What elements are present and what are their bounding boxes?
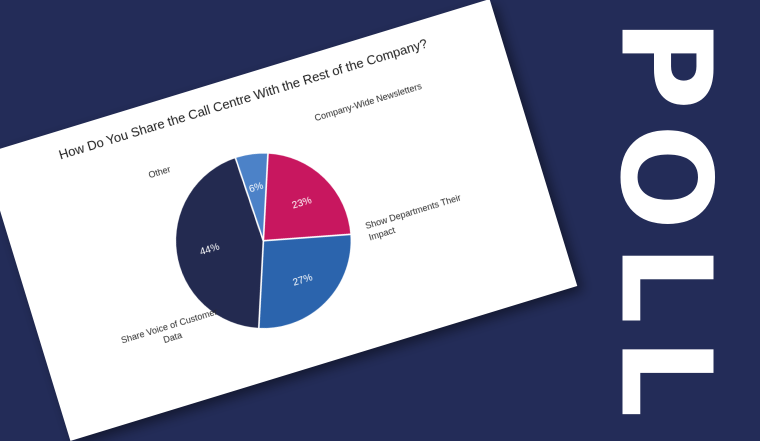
slice-percent-label: 6%: [248, 181, 265, 196]
pie-slice-1: [262, 152, 352, 242]
poll-heading: POLL: [592, 18, 738, 432]
pie-slice-3: [174, 156, 265, 330]
poll-chart-card: How Do You Share the Call Centre With th…: [0, 0, 578, 441]
pie-slice-4: [234, 152, 269, 242]
pie-chart: How Do You Share the Call Centre With th…: [0, 0, 578, 441]
pie-slice-2: [257, 233, 353, 330]
